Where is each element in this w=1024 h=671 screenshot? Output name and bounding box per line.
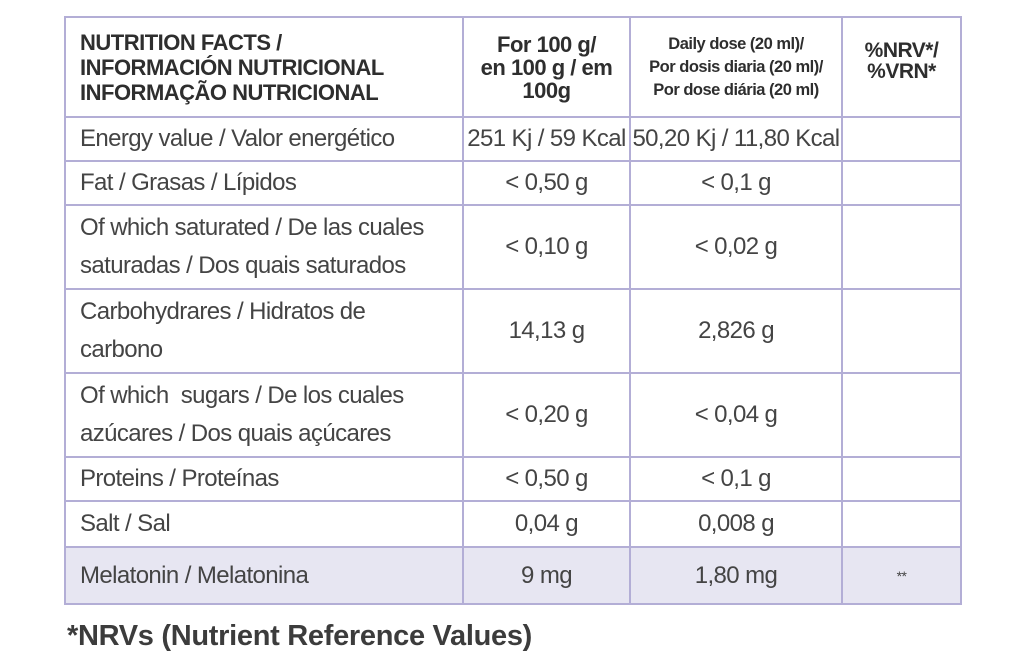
nutrient-name-line: Carbohydrares / Hidratos de — [80, 298, 366, 325]
nutrient-name-line: azúcares / Dos quais açúcares — [80, 420, 391, 447]
header-line: INFORMACIÓN NUTRICIONAL — [80, 54, 384, 80]
nutrient-name: Melatonin / Melatonina — [64, 546, 464, 605]
table-row-carbohydrates: Carbohydrares / Hidratos de carbono 14,13… — [64, 288, 962, 374]
value-daily-dose: < 0,04 g — [629, 372, 843, 458]
table-row-melatonin: Melatonin / Melatonina 9 mg 1,80 mg ** — [64, 546, 962, 605]
nutrient-name-line: Energy value / Valor energético — [80, 125, 395, 152]
value-per-100g: 0,04 g — [462, 500, 631, 548]
value-per-100g: 251 Kj / 59 Kcal — [462, 116, 631, 162]
table-row-energy: Energy value / Valor energético 251 Kj /… — [64, 116, 962, 162]
nutrient-name-line: Of which saturated / De las cuales — [80, 214, 424, 241]
value-nrv — [841, 204, 962, 290]
value-nrv — [841, 116, 962, 162]
header-nrv: %NRV*/ %VRN* — [841, 16, 962, 118]
value-nrv — [841, 160, 962, 206]
value-daily-dose: 1,80 mg — [629, 546, 843, 605]
value-per-100g: 9 mg — [462, 546, 631, 605]
nutrient-name: Salt / Sal — [64, 500, 464, 548]
header-nutrition-facts: NUTRITION FACTS / INFORMACIÓN NUTRICIONA… — [64, 16, 464, 118]
value-per-100g: < 0,50 g — [462, 160, 631, 206]
nutrient-name-line: Proteins / Proteínas — [80, 465, 279, 492]
value-daily-dose: < 0,1 g — [629, 160, 843, 206]
table-row-saturated: Of which saturated / De las cuales satura… — [64, 204, 962, 290]
value-daily-dose: < 0,1 g — [629, 456, 843, 502]
value-per-100g: < 0,10 g — [462, 204, 631, 290]
value-nrv — [841, 456, 962, 502]
table-row-salt: Salt / Sal 0,04 g 0,008 g — [64, 500, 962, 548]
header-line: Daily dose (20 ml)/ — [668, 34, 804, 53]
table-row-sugars: Of which sugars / De los cuales azúcares … — [64, 372, 962, 458]
header-line: %VRN* — [867, 60, 936, 83]
header-line: en 100 g / em — [480, 54, 613, 80]
nutrient-name: Proteins / Proteínas — [64, 456, 464, 502]
header-line: INFORMAÇÃO NUTRICIONAL — [80, 79, 379, 105]
nutrient-name-line: saturadas / Dos quais saturados — [80, 252, 406, 279]
nutrient-name-line: Fat / Grasas / Lípidos — [80, 169, 297, 196]
nutrition-facts-table: NUTRITION FACTS / INFORMACIÓN NUTRICIONA… — [64, 16, 962, 605]
value-nrv — [841, 288, 962, 374]
value-per-100g: < 0,20 g — [462, 372, 631, 458]
table-header-row: NUTRITION FACTS / INFORMACIÓN NUTRICIONA… — [64, 16, 962, 118]
nutrient-name-line: Salt / Sal — [80, 510, 171, 537]
header-line: Por dosis diaria (20 ml)/ — [649, 57, 823, 76]
nrv-footnote: *NRVs (Nutrient Reference Values) — [67, 620, 533, 652]
header-line: Por dose diária (20 ml) — [653, 80, 819, 99]
header-line: For 100 g/ — [497, 31, 596, 57]
value-nrv — [841, 500, 962, 548]
value-nrv: ** — [841, 546, 962, 605]
header-line: 100g — [522, 77, 571, 103]
table-row-proteins: Proteins / Proteínas < 0,50 g < 0,1 g — [64, 456, 962, 502]
nutrient-name: Carbohydrares / Hidratos de carbono — [64, 288, 464, 374]
value-daily-dose: 0,008 g — [629, 500, 843, 548]
header-line: NUTRITION FACTS / — [80, 29, 282, 55]
header-line: %NRV*/ — [864, 39, 939, 62]
nutrient-name: Of which sugars / De los cuales azúcares … — [64, 372, 464, 458]
header-per-100g: For 100 g/ en 100 g / em 100g — [462, 16, 631, 118]
value-daily-dose: 50,20 Kj / 11,80 Kcal — [629, 116, 843, 162]
header-daily-dose: Daily dose (20 ml)/ Por dosis diaria (20… — [629, 16, 843, 118]
nutrient-name-line: Melatonin / Melatonina — [80, 561, 309, 589]
nutrient-name-line: carbono — [80, 336, 163, 363]
nutrient-name: Of which saturated / De las cuales satura… — [64, 204, 464, 290]
value-nrv — [841, 372, 962, 458]
nutrient-name-line: Of which sugars / De los cuales — [80, 382, 404, 409]
table-row-fat: Fat / Grasas / Lípidos < 0,50 g < 0,1 g — [64, 160, 962, 206]
value-per-100g: 14,13 g — [462, 288, 631, 374]
value-daily-dose: 2,826 g — [629, 288, 843, 374]
value-daily-dose: < 0,02 g — [629, 204, 843, 290]
nutrient-name: Energy value / Valor energético — [64, 116, 464, 162]
value-per-100g: < 0,50 g — [462, 456, 631, 502]
nutrient-name: Fat / Grasas / Lípidos — [64, 160, 464, 206]
